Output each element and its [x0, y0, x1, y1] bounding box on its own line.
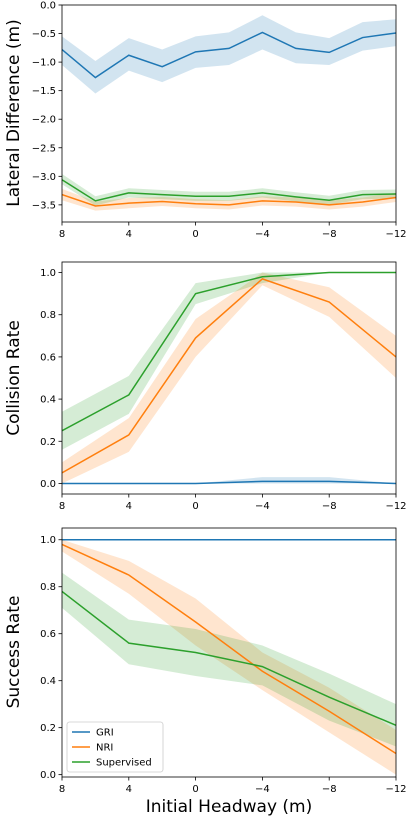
axes-frame	[61, 527, 397, 778]
x-tick-label: 8	[59, 501, 65, 512]
x-tick-label: 4	[126, 784, 132, 795]
x-tick-label: −8	[322, 229, 337, 240]
y-tick-label: 0.2	[40, 723, 56, 734]
band-nri	[62, 539, 396, 775]
line-supervised	[62, 271, 396, 432]
x-tick-label: 0	[192, 229, 198, 240]
x-tick-label: 8	[59, 784, 65, 795]
y-tick-label: 0.0	[40, 479, 56, 490]
band-supervised	[62, 174, 396, 206]
y-tick-label: 0.6	[40, 352, 56, 363]
y-axis-label: Success Rate	[4, 596, 24, 709]
line-gri	[62, 480, 396, 485]
axes-frame	[61, 4, 397, 223]
y-tick-label: −2.5	[32, 143, 56, 154]
line-nri	[62, 193, 396, 207]
x-tick-label: 8	[59, 229, 65, 240]
x-tick-label: −4	[255, 784, 270, 795]
y-tick-label: 0.0	[40, 1, 56, 12]
y-tick-label: −3.5	[32, 200, 56, 211]
panel-2: 8 4 0 −4 −8 −12 0.0 0.2 0.4 0.6 0.8 1.0 Collision Ra…	[4, 261, 407, 512]
x-axis-label: Initial Headway (m)	[146, 797, 313, 817]
x-tick-label: −8	[322, 784, 337, 795]
y-tick-label: 0.6	[40, 629, 56, 640]
y-tick-label: 0.8	[40, 310, 56, 321]
y-tick-label: −2.0	[32, 115, 56, 126]
line-supervised	[62, 590, 396, 727]
y-tick-label: 0.4	[40, 676, 56, 687]
x-tick-label: 4	[126, 501, 132, 512]
x-tick-label: 0	[192, 501, 198, 512]
line-nri	[62, 278, 396, 474]
y-tick-label: 1.0	[40, 268, 56, 279]
y-tick-label: −1.0	[32, 58, 56, 69]
y-tick-label: −1.5	[32, 86, 56, 97]
y-tick-label: 0.8	[40, 582, 56, 593]
panel-3: 8 4 0 −4 −8 −12 0.0 0.2 0.4 0.6 0.8 1.0 Success Rate…	[4, 527, 407, 817]
line-nri	[62, 543, 396, 755]
plot-area	[62, 15, 396, 211]
x-tick-label: −12	[385, 784, 406, 795]
legend-label-supervised: Supervised	[96, 758, 152, 769]
x-tick-label: 4	[126, 229, 132, 240]
x-tick-label: −8	[322, 501, 337, 512]
y-tick-label: 0.4	[40, 395, 56, 406]
x-tick-label: −12	[385, 501, 406, 512]
plot-area	[62, 271, 396, 485]
panel-1: 8 4 0 −4 −8 −12 0.0 −0.5 −1.0 −1.5 −2.0 −2.5 −3.0 −3.…	[4, 1, 407, 241]
y-axis-label: Collision Rate	[4, 320, 24, 436]
plot-area	[62, 539, 396, 775]
band-nri	[62, 188, 396, 211]
y-tick-label: 0.2	[40, 437, 56, 448]
x-tick-label: −12	[385, 229, 406, 240]
y-tick-label: −0.5	[32, 29, 56, 40]
legend-label-gri: GRI	[96, 728, 114, 739]
axes-frame	[61, 261, 397, 495]
line-gri	[62, 31, 396, 79]
y-axis-label: Lateral Difference (m)	[4, 19, 24, 206]
y-tick-label: −3.0	[32, 172, 56, 183]
x-tick-label: −4	[255, 229, 270, 240]
band-nri	[62, 272, 396, 484]
line-supervised	[62, 179, 396, 202]
band-gri	[62, 15, 396, 94]
legend-box	[66, 721, 164, 773]
legend: GRI NRI Supervised	[66, 721, 164, 773]
x-tick-label: −4	[255, 501, 270, 512]
y-tick-label: 1.0	[40, 535, 56, 546]
x-tick-label: 0	[192, 784, 198, 795]
y-tick-label: 0.0	[40, 770, 56, 781]
legend-label-nri: NRI	[96, 743, 113, 754]
